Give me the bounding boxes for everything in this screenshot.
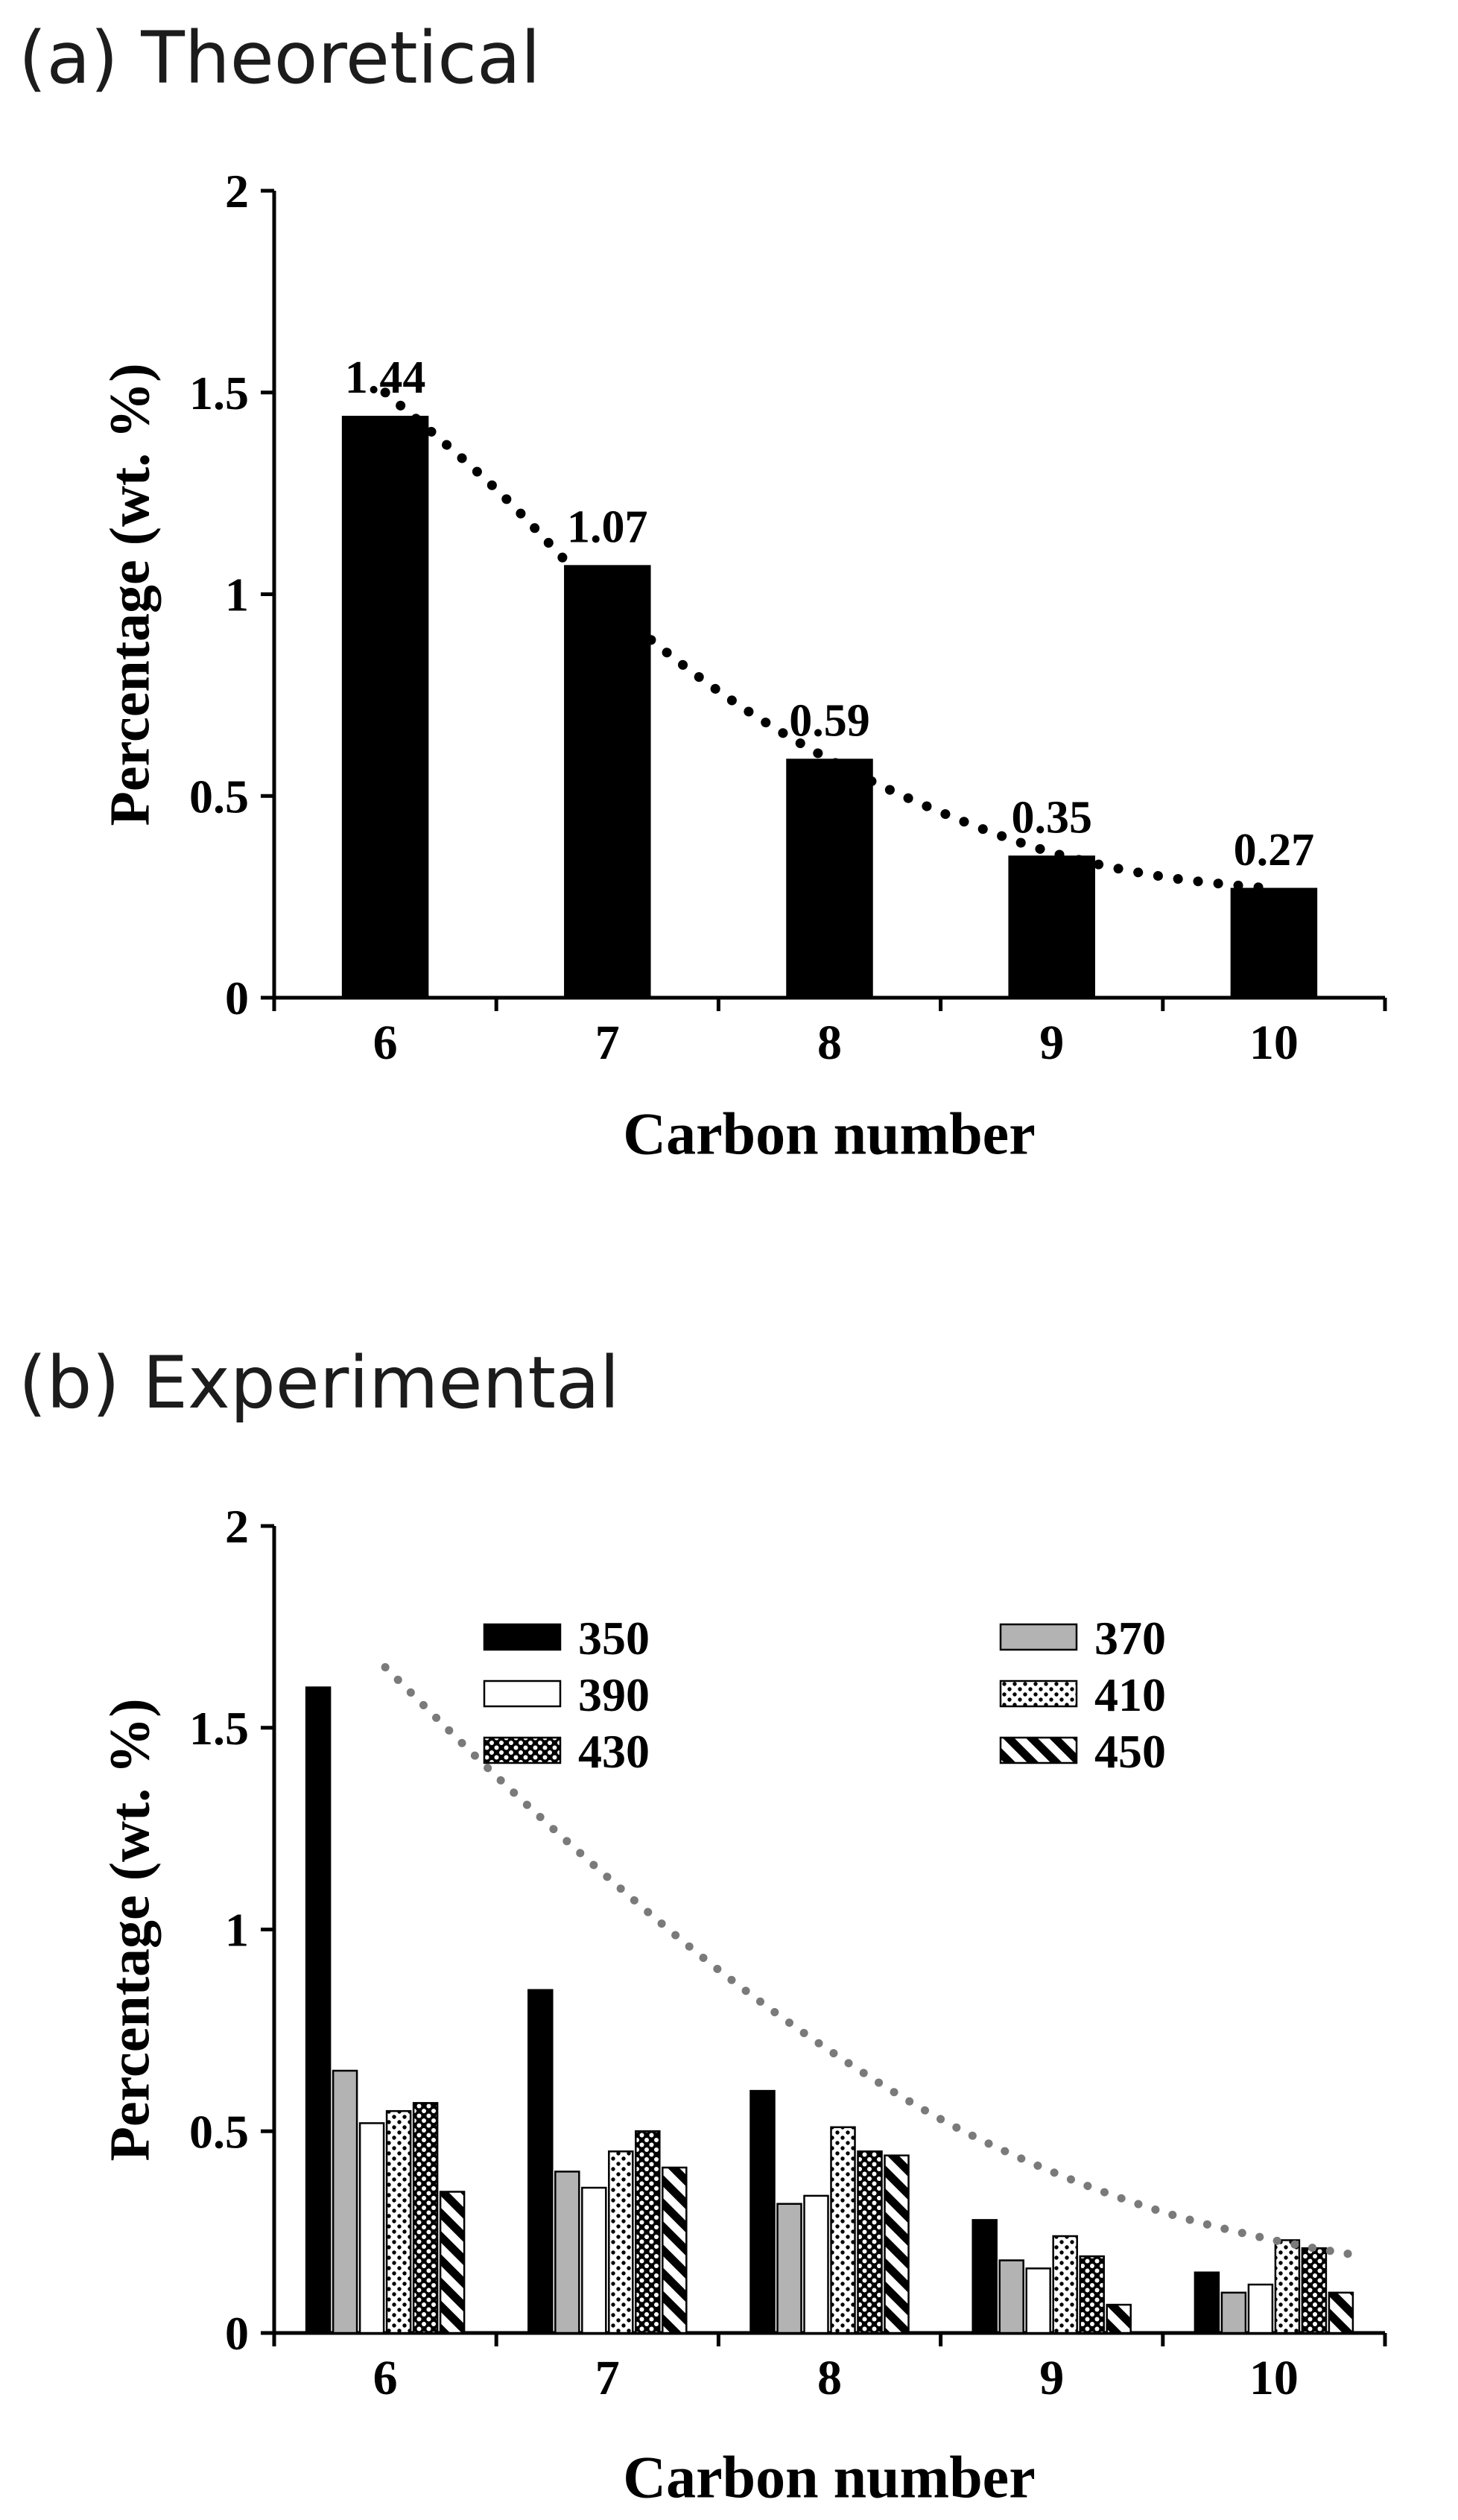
bars	[305, 1686, 1354, 2334]
y-tick-label: 1.5	[189, 1702, 249, 1755]
bar-series-350	[749, 2089, 776, 2334]
legend-label-370: 370	[1094, 1612, 1166, 1665]
bar-series-410	[1052, 2235, 1078, 2334]
bar-series-450	[884, 2154, 910, 2334]
bar-series-350	[972, 2219, 998, 2334]
bar-series-390	[1247, 2283, 1274, 2334]
bar-series-450	[662, 2166, 688, 2334]
bar-series-410	[830, 2126, 856, 2334]
bar-series-450	[1106, 2303, 1132, 2334]
panel-b-x-axis-label: Carbon number	[623, 2445, 1036, 2511]
legend-swatch-370	[999, 1623, 1078, 1651]
legend-swatch-430	[483, 1736, 562, 1764]
bar-series-410	[385, 2109, 412, 2334]
legend-swatch-450	[999, 1736, 1078, 1764]
legend-label-390: 390	[578, 1668, 650, 1721]
y-tick-label: 2	[225, 165, 249, 218]
bar-series-350	[1194, 2271, 1220, 2334]
bar-series-430	[412, 2102, 439, 2334]
y-tick-label: 1	[225, 569, 249, 621]
bar	[564, 565, 651, 999]
x-tick-label: 6	[373, 1016, 398, 1070]
legend-swatch-390	[483, 1680, 562, 1708]
x-tick-label: 7	[595, 1016, 620, 1070]
bar-value-label: 1.07	[567, 502, 648, 553]
bar-value-label: 0.27	[1234, 825, 1315, 876]
legend-swatch-350	[483, 1623, 562, 1651]
y-tick-label: 1	[225, 1904, 249, 1957]
panel-a-y-axis-label: Percentage (wt. %)	[98, 363, 162, 826]
bar-value-label: 0.59	[789, 696, 870, 747]
bar	[1008, 855, 1095, 999]
x-tick-label: 10	[1249, 2351, 1299, 2405]
bar	[1230, 887, 1318, 999]
legend-label-350: 350	[578, 1612, 650, 1665]
bar-series-430	[1079, 2255, 1105, 2334]
bar-series-430	[1301, 2247, 1328, 2334]
panel-b-title: (b) Experimental	[19, 1341, 620, 1425]
x-tick-label: 9	[1039, 1016, 1064, 1070]
bar-series-450	[1328, 2291, 1354, 2334]
bar-series-410	[1274, 2239, 1301, 2334]
y-tick-label: 0	[225, 2307, 249, 2360]
bar-series-390	[1025, 2267, 1051, 2334]
bars	[341, 415, 1318, 999]
theoretical-bar-chart: 00.511.526 7 8 9 101.441.070.590.350.27	[189, 165, 1387, 1070]
x-tick-label: 10	[1249, 1016, 1299, 1070]
bar-value-label: 0.35	[1011, 792, 1092, 843]
bar-series-450	[439, 2191, 466, 2334]
bar-series-370	[1220, 2291, 1247, 2334]
y-tick-label: 0.5	[189, 2105, 249, 2158]
y-tick-label: 0.5	[189, 770, 249, 823]
bar-series-370	[998, 2259, 1024, 2334]
legend-label-450: 450	[1094, 1725, 1166, 1778]
panel-a-title: (a) Theoretical	[19, 16, 541, 100]
legend-label-410: 410	[1094, 1668, 1166, 1721]
bar-series-350	[305, 1686, 332, 2334]
bar-series-390	[581, 2186, 607, 2334]
bar-series-370	[332, 2069, 358, 2334]
bar-series-410	[608, 2150, 634, 2334]
y-tick-label: 1.5	[189, 367, 249, 420]
x-tick-label: 8	[817, 1016, 842, 1070]
bar-series-390	[803, 2194, 829, 2334]
legend-swatch-410	[999, 1680, 1078, 1708]
bar-series-390	[358, 2122, 385, 2334]
panel-a-x-axis-label: Carbon number	[623, 1101, 1036, 1168]
bar	[341, 415, 429, 999]
panel-b-y-axis-label: Percentage (wt. %)	[98, 1698, 162, 2162]
y-tick-label: 2	[225, 1500, 249, 1553]
bar-series-370	[554, 2171, 580, 2334]
x-tick-label: 8	[817, 2351, 842, 2405]
bar-series-350	[527, 1989, 554, 2334]
y-tick-label: 0	[225, 972, 249, 1025]
bar-series-430	[857, 2150, 883, 2334]
legend-label-430: 430	[578, 1725, 650, 1778]
x-tick-label: 7	[595, 2351, 620, 2405]
trend-dotted-line	[380, 387, 1279, 894]
x-tick-label: 9	[1039, 2351, 1064, 2405]
bar-series-370	[776, 2203, 802, 2334]
bar-series-430	[635, 2130, 661, 2334]
bar	[786, 759, 873, 999]
x-tick-label: 6	[373, 2351, 398, 2405]
